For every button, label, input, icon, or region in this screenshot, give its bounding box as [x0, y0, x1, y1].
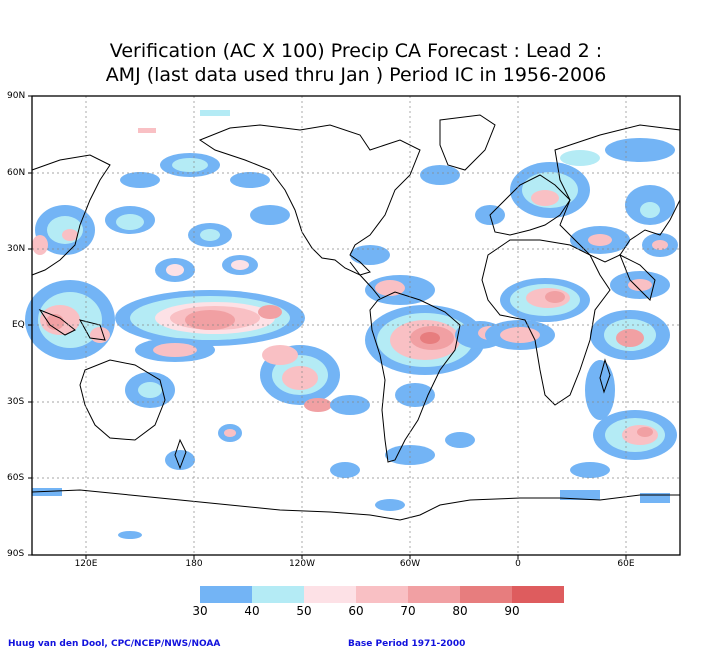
base-period-text: Base Period 1971-2000 — [348, 639, 466, 649]
lon-label-120e: 120E — [74, 559, 98, 569]
colorbar-label-70: 70 — [400, 604, 416, 618]
lon-label-0: 0 — [515, 559, 521, 569]
credit-text: Huug van den Dool, CPC/NCEP/NWS/NOAA — [8, 639, 221, 649]
chart-title-line-2: AMJ (last data used thru Jan ) Period IC… — [105, 64, 607, 86]
colorbar-swatch-0 — [200, 586, 252, 603]
correlation-field — [25, 110, 678, 539]
coastlines — [31, 114, 681, 521]
colorbar-swatch-1 — [252, 586, 304, 603]
chart-title-line-1: Verification (AC X 100) Precip CA Foreca… — [109, 40, 603, 62]
colorbar-swatch-6 — [512, 586, 564, 603]
colorbar-swatch-5 — [460, 586, 512, 603]
lat-label-60s: 60S — [7, 473, 25, 483]
colorbar-label-40: 40 — [244, 604, 260, 618]
lat-label-90n: 90N — [7, 91, 26, 101]
lon-label-180: 180 — [185, 559, 203, 569]
colorbar-label-80: 80 — [452, 604, 468, 618]
gridlines — [32, 96, 680, 555]
colorbar-swatch-3 — [356, 586, 408, 603]
colorbar-swatch-2 — [304, 586, 356, 603]
colorbar-label-50: 50 — [296, 604, 312, 618]
colorbar-swatch-4 — [408, 586, 460, 603]
colorbar-label-90: 90 — [504, 604, 520, 618]
colorbar-label-30: 30 — [192, 604, 208, 618]
map-frame — [31, 95, 681, 556]
lon-label-60w: 60W — [399, 559, 421, 569]
lat-label-30n: 30N — [7, 244, 26, 254]
lon-label-60e: 60E — [617, 559, 635, 569]
lat-label-60n: 60N — [7, 168, 26, 178]
lat-label-eq: EQ — [12, 320, 25, 330]
axis-ticks — [28, 95, 627, 559]
lat-label-90s: 90S — [7, 549, 25, 559]
colorbar-label-60: 60 — [348, 604, 364, 618]
lon-label-120w: 120W — [288, 559, 316, 569]
lat-label-30s: 30S — [7, 397, 25, 407]
